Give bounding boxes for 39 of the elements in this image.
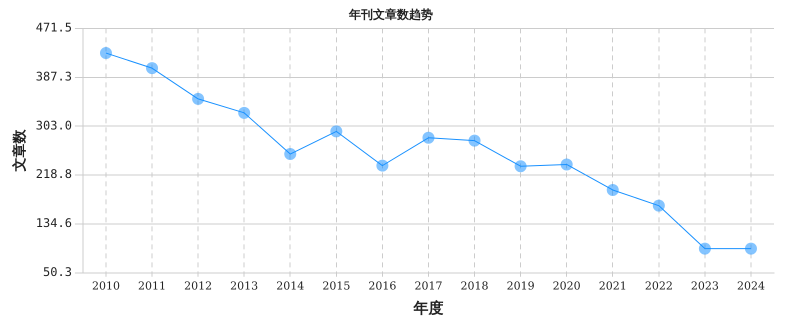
- point: [698, 242, 711, 255]
- y-tick-label: 471.5: [36, 20, 72, 35]
- x-tick-label: 2022: [644, 279, 673, 292]
- y-axis-title: 文章数: [11, 128, 28, 173]
- point: [192, 92, 204, 105]
- point: [284, 148, 296, 160]
- y-tick-label: 387.3: [36, 69, 72, 84]
- point: [422, 132, 434, 144]
- x-tick-label: 2015: [322, 279, 350, 292]
- point: [330, 125, 342, 138]
- x-tick-label: 2016: [368, 279, 396, 292]
- x-tick-label: 2024: [736, 279, 765, 292]
- y-tick-label: 303.0: [36, 118, 72, 132]
- point: [146, 62, 158, 74]
- x-tick-label: 2012: [184, 279, 212, 292]
- x-tick-label: 2019: [506, 279, 535, 292]
- y-tick-label: 50.3: [43, 264, 72, 279]
- point: [606, 184, 619, 196]
- x-tick-label: 2021: [598, 279, 627, 292]
- point: [560, 158, 573, 170]
- y-tick-label: 134.6: [36, 216, 72, 230]
- x-tick-label: 2014: [276, 279, 304, 292]
- x-axis-title: 年度: [412, 298, 444, 317]
- point: [744, 242, 757, 255]
- point: [514, 160, 527, 172]
- point: [652, 200, 665, 212]
- x-tick-label: 2011: [138, 279, 166, 292]
- x-tick-label: 2013: [230, 279, 258, 292]
- chart-title: 年刊文章数趋势: [348, 7, 433, 22]
- point: [376, 160, 388, 172]
- point: [238, 106, 250, 119]
- point: [100, 47, 112, 60]
- point: [468, 134, 481, 147]
- x-tick-label: 2020: [552, 279, 581, 292]
- y-tick-label: 218.8: [36, 167, 72, 182]
- x-tick-label: 2017: [414, 279, 442, 292]
- x-tick-label: 2023: [690, 279, 719, 292]
- x-tick-label: 2018: [460, 279, 489, 292]
- x-tick-label: 2010: [92, 279, 120, 292]
